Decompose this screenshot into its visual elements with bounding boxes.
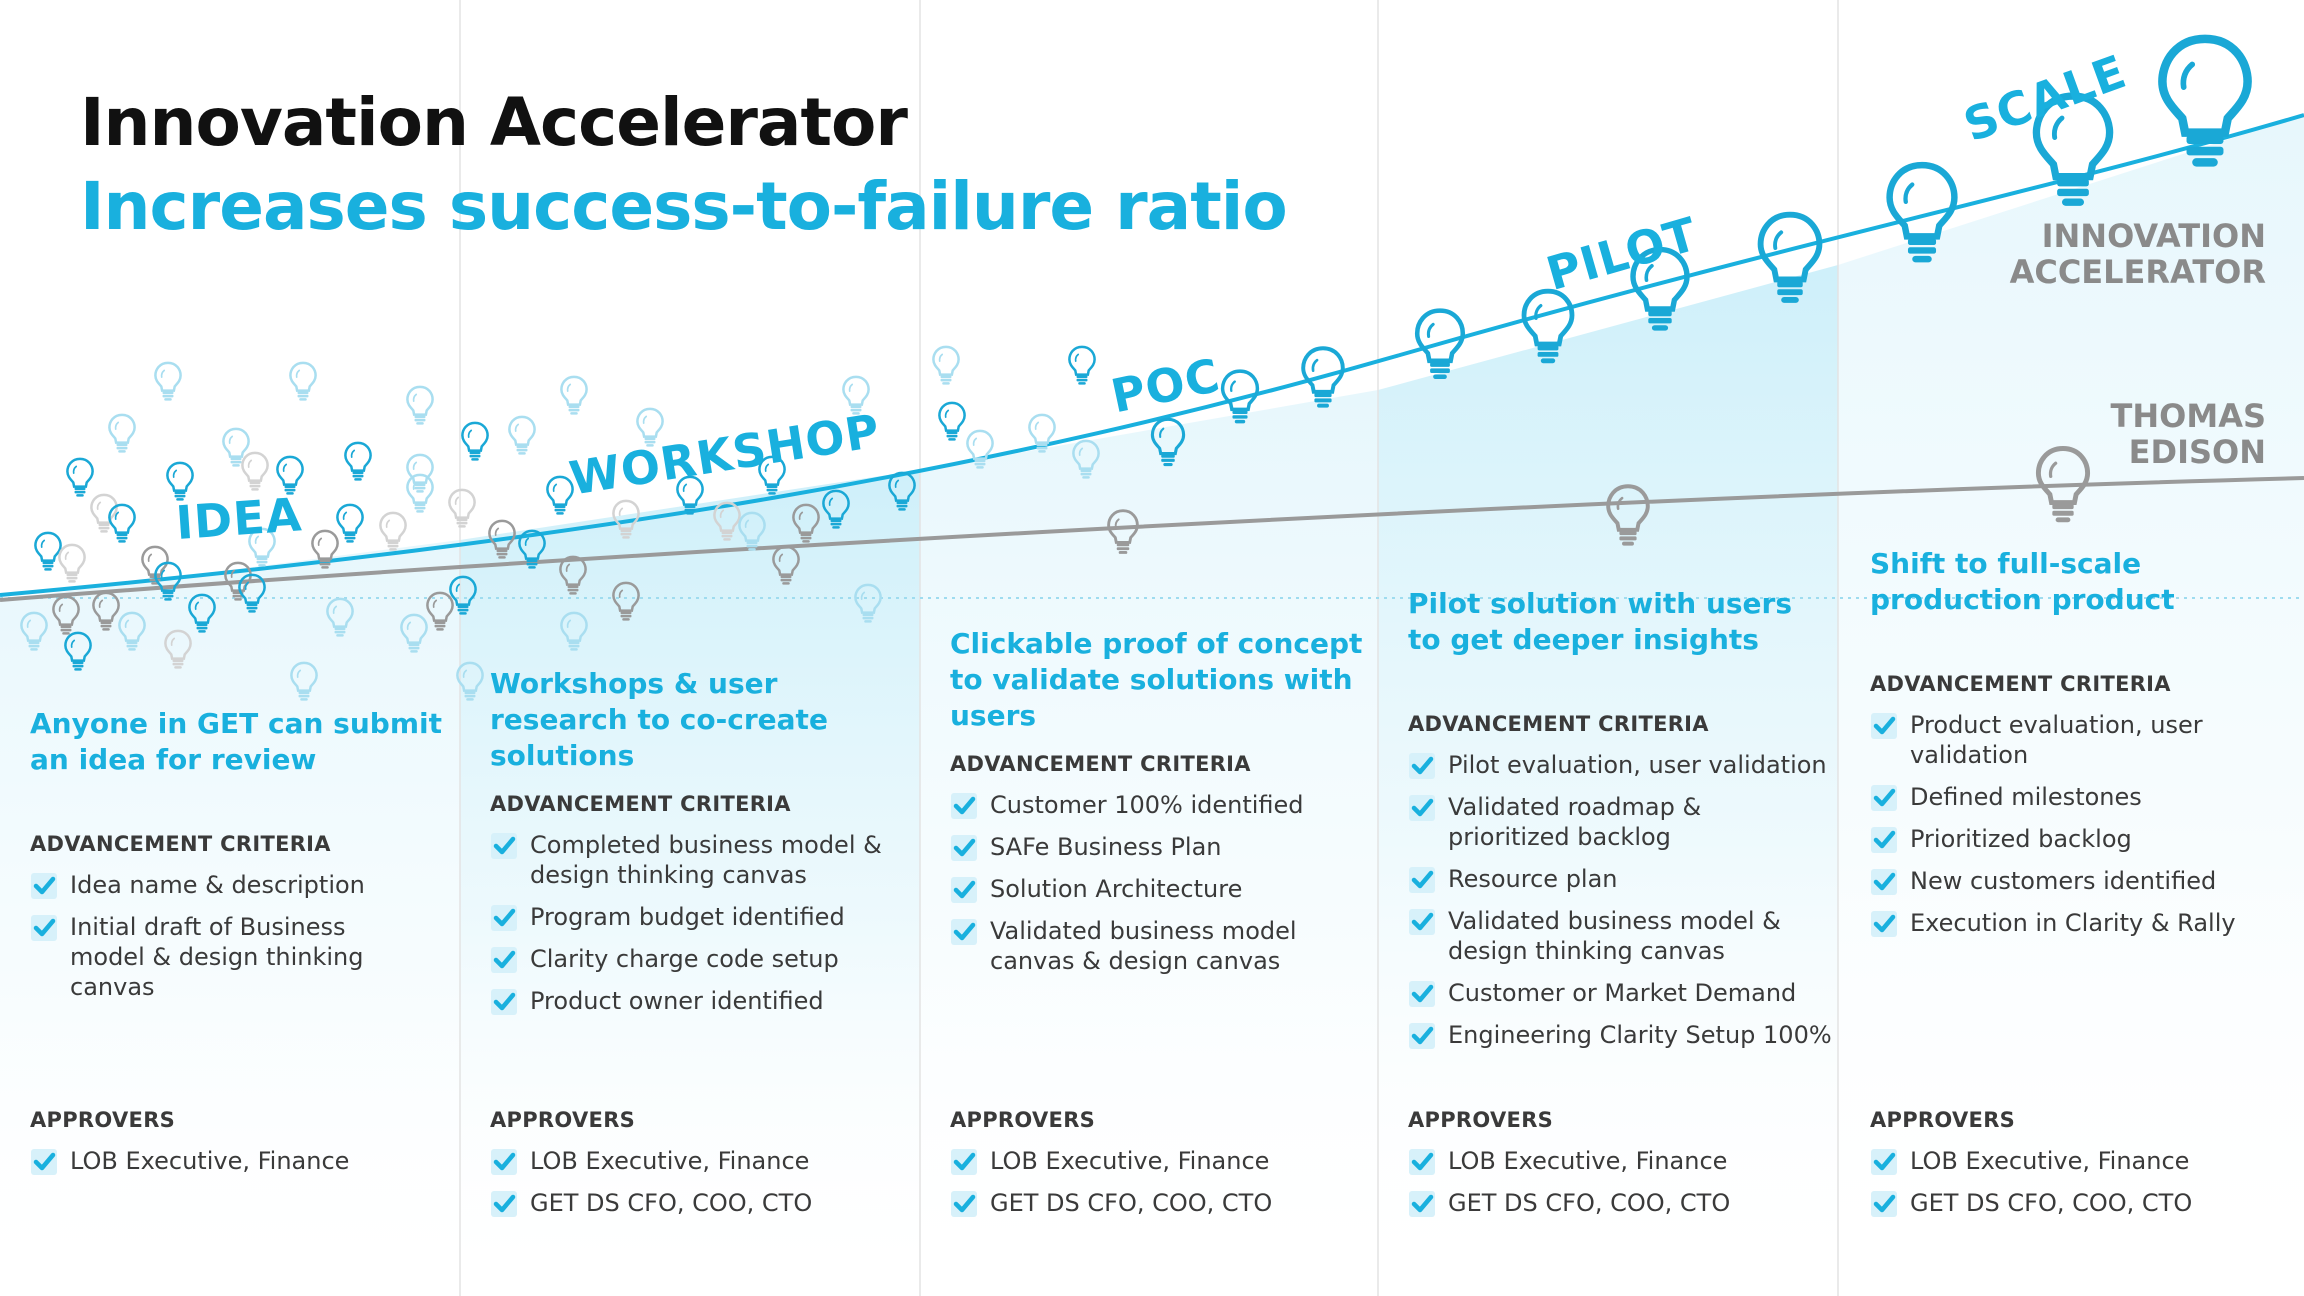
checkmark-icon xyxy=(490,1190,518,1218)
criteria-section: ADVANCEMENT CRITERIA Idea name & descrip… xyxy=(30,832,460,1014)
stage-column-scale: Shift to full-scale production product A… xyxy=(1870,546,2300,1217)
page-title: Innovation Accelerator xyxy=(80,84,908,161)
criteria-item: Execution in Clarity & Rally xyxy=(1870,908,2300,938)
approver-item: LOB Executive, Finance xyxy=(950,1146,1380,1176)
approvers-section: APPROVERS LOB Executive, Finance GET DS … xyxy=(490,1108,920,1230)
criteria-section: ADVANCEMENT CRITERIA Completed business … xyxy=(490,792,920,1028)
approvers-title: APPROVERS xyxy=(490,1108,636,1132)
checkmark-icon xyxy=(1870,826,1898,854)
approver-item: GET DS CFO, COO, CTO xyxy=(490,1188,920,1218)
approvers-title: APPROVERS xyxy=(30,1108,176,1132)
page-subtitle: Increases success-to-failure ratio xyxy=(80,168,1288,245)
checkmark-icon xyxy=(1408,908,1436,936)
criteria-section: ADVANCEMENT CRITERIA Product evaluation,… xyxy=(1870,672,2300,950)
checkmark-icon xyxy=(30,1148,58,1176)
checkmark-icon xyxy=(490,988,518,1016)
checkmark-icon xyxy=(1870,712,1898,740)
checkmark-icon xyxy=(950,792,978,820)
criteria-item: Pilot evaluation, user validation xyxy=(1408,750,1838,780)
criteria-title: ADVANCEMENT CRITERIA xyxy=(30,832,331,856)
approvers-title: APPROVERS xyxy=(950,1108,1096,1132)
checkmark-icon xyxy=(1408,794,1436,822)
criteria-item: Initial draft of Business model & design… xyxy=(30,912,370,1002)
criteria-item: Validated roadmap & prioritized backlog xyxy=(1408,792,1738,852)
criteria-item: Customer or Market Demand xyxy=(1408,978,1838,1008)
criteria-item: Product evaluation, user validation xyxy=(1870,710,2210,770)
criteria-item: Defined milestones xyxy=(1870,782,2300,812)
approver-item: LOB Executive, Finance xyxy=(30,1146,460,1176)
checkmark-icon xyxy=(950,918,978,946)
accelerator-curve xyxy=(0,113,2304,597)
criteria-title: ADVANCEMENT CRITERIA xyxy=(490,792,791,816)
stage-heading: Anyone in GET can submit an idea for rev… xyxy=(30,707,442,776)
criteria-item: Completed business model & design thinki… xyxy=(490,830,890,890)
checkmark-icon xyxy=(950,1148,978,1176)
criteria-item: SAFe Business Plan xyxy=(950,832,1380,862)
approvers-section: APPROVERS LOB Executive, Finance GET DS … xyxy=(1408,1108,1838,1230)
criteria-item: Resource plan xyxy=(1408,864,1838,894)
checkmark-icon xyxy=(950,834,978,862)
approvers-title: APPROVERS xyxy=(1408,1108,1554,1132)
checkmark-icon xyxy=(1408,980,1436,1008)
criteria-section: ADVANCEMENT CRITERIA Customer 100% ident… xyxy=(950,752,1380,988)
stage-bands xyxy=(0,115,2304,1296)
checkmark-icon xyxy=(1870,784,1898,812)
approver-item: GET DS CFO, COO, CTO xyxy=(950,1188,1380,1218)
criteria-item: Product owner identified xyxy=(490,986,920,1016)
approver-item: GET DS CFO, COO, CTO xyxy=(1870,1188,2300,1218)
approver-item: LOB Executive, Finance xyxy=(490,1146,920,1176)
checkmark-icon xyxy=(490,946,518,974)
criteria-item: New customers identified xyxy=(1870,866,2300,896)
stage-column-workshop: Workshops & user research to co-create s… xyxy=(490,666,920,1217)
stage-heading: Pilot solution with users to get deeper … xyxy=(1408,587,1793,656)
stage-heading: Shift to full-scale production product xyxy=(1870,547,2175,616)
approvers-section: APPROVERS LOB Executive, Finance GET DS … xyxy=(1870,1108,2300,1230)
criteria-item: Program budget identified xyxy=(490,902,920,932)
checkmark-icon xyxy=(1870,910,1898,938)
checkmark-icon xyxy=(1408,866,1436,894)
approver-item: LOB Executive, Finance xyxy=(1408,1146,1838,1176)
checkmark-icon xyxy=(950,876,978,904)
criteria-title: ADVANCEMENT CRITERIA xyxy=(950,752,1251,776)
checkmark-icon xyxy=(1870,1148,1898,1176)
stage-column-pilot: Pilot solution with users to get deeper … xyxy=(1408,586,1838,1217)
criteria-item: Validated business model canvas & design… xyxy=(950,916,1330,976)
edison-curve-label: THOMAS EDISON xyxy=(2110,397,2266,471)
approvers-title: APPROVERS xyxy=(1870,1108,2016,1132)
checkmark-icon xyxy=(490,904,518,932)
stage-heading: Workshops & user research to co-create s… xyxy=(490,667,828,772)
column-dividers xyxy=(459,0,1839,1296)
criteria-item: Validated business model & design thinki… xyxy=(1408,906,1788,966)
checkmark-icon xyxy=(950,1190,978,1218)
criteria-item: Prioritized backlog xyxy=(1870,824,2300,854)
checkmark-icon xyxy=(490,832,518,860)
criteria-item: Customer 100% identified xyxy=(950,790,1380,820)
accelerator-curve-label: INNOVATION ACCELERATOR xyxy=(2009,217,2266,291)
checkmark-icon xyxy=(490,1148,518,1176)
criteria-item: Clarity charge code setup xyxy=(490,944,920,974)
criteria-item: Engineering Clarity Setup 100% xyxy=(1408,1020,1838,1050)
stage-label-idea: IDEA xyxy=(174,487,304,550)
approvers-section: APPROVERS LOB Executive, Finance xyxy=(30,1108,460,1188)
approver-item: GET DS CFO, COO, CTO xyxy=(1408,1188,1838,1218)
checkmark-icon xyxy=(1408,1148,1436,1176)
checkmark-icon xyxy=(1408,1022,1436,1050)
criteria-item: Idea name & description xyxy=(30,870,460,900)
checkmark-icon xyxy=(1870,868,1898,896)
criteria-item: Solution Architecture xyxy=(950,874,1380,904)
stage-column-idea: Anyone in GET can submit an idea for rev… xyxy=(30,706,460,1175)
approvers-section: APPROVERS LOB Executive, Finance GET DS … xyxy=(950,1108,1380,1230)
stage-heading: Clickable proof of concept to validate s… xyxy=(950,627,1363,732)
checkmark-icon xyxy=(1408,1190,1436,1218)
criteria-title: ADVANCEMENT CRITERIA xyxy=(1408,712,1709,736)
checkmark-icon xyxy=(30,872,58,900)
stage-column-poc: Clickable proof of concept to validate s… xyxy=(950,626,1380,1217)
checkmark-icon xyxy=(1408,752,1436,780)
criteria-section: ADVANCEMENT CRITERIA Pilot evaluation, u… xyxy=(1408,712,1838,1062)
approver-item: LOB Executive, Finance xyxy=(1870,1146,2300,1176)
checkmark-icon xyxy=(1870,1190,1898,1218)
criteria-title: ADVANCEMENT CRITERIA xyxy=(1870,672,2171,696)
checkmark-icon xyxy=(30,914,58,942)
